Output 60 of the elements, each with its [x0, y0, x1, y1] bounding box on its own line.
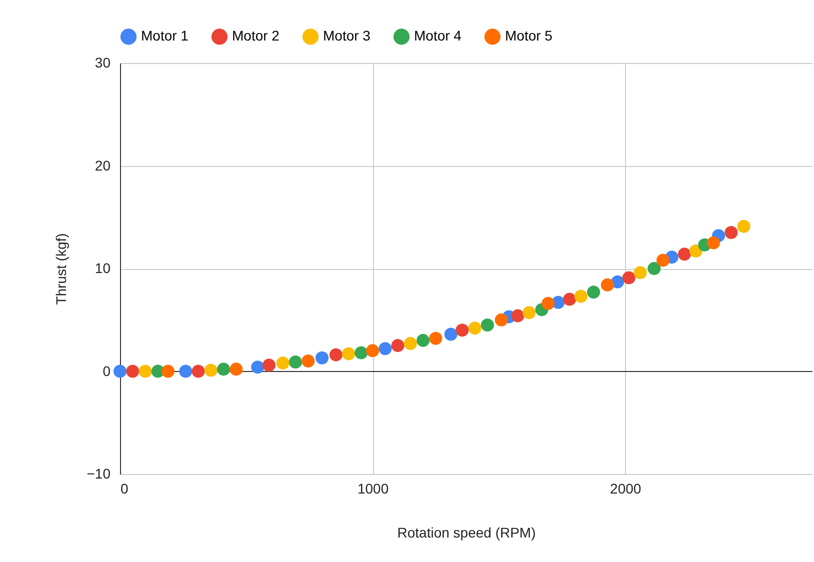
point [678, 248, 691, 261]
point [251, 360, 264, 374]
legend-label: Motor 5 [505, 28, 553, 44]
y-tick-label: −10 [86, 466, 111, 482]
point [648, 262, 661, 276]
point [289, 355, 302, 369]
point [378, 342, 392, 356]
point [416, 334, 430, 347]
point [468, 322, 482, 335]
x-tick-label: 2000 [610, 480, 642, 496]
y-tick-label: 0 [102, 362, 111, 379]
x-tick-label: 1000 [357, 480, 389, 496]
point [494, 313, 508, 326]
x-axis-title: Rotation speed (RPM) [397, 524, 536, 540]
point [192, 364, 205, 378]
point [522, 306, 536, 320]
point [563, 292, 576, 306]
y-tick-label: 10 [94, 260, 111, 276]
legend-label: Motor 4 [414, 28, 462, 44]
point [366, 344, 380, 358]
point [302, 354, 315, 368]
point [113, 364, 127, 378]
point [737, 220, 750, 233]
point [230, 362, 243, 376]
point [480, 318, 494, 332]
point [329, 348, 342, 362]
point [689, 244, 702, 258]
point [179, 364, 192, 378]
y-tick-label: 30 [94, 54, 111, 70]
point [724, 226, 738, 240]
point [574, 290, 588, 303]
point [600, 278, 614, 292]
point [276, 356, 290, 370]
point [316, 351, 329, 364]
point [444, 328, 458, 341]
point [342, 347, 356, 360]
point [622, 271, 636, 284]
point [126, 364, 140, 378]
point [354, 346, 368, 360]
point [706, 236, 720, 250]
y-axis-title: Thrust (kgf) [52, 233, 69, 305]
point [587, 286, 600, 299]
point [511, 309, 524, 322]
legend-label: Motor 1 [141, 28, 189, 44]
point [656, 254, 670, 267]
point [456, 324, 469, 337]
y-tick-label: 20 [94, 157, 111, 174]
legend-label: Motor 2 [232, 28, 280, 44]
legend-label: Motor 3 [323, 28, 371, 44]
point [404, 337, 417, 350]
point [217, 362, 230, 376]
point [138, 364, 152, 378]
x-tick-label: 0 [120, 480, 128, 496]
point [161, 364, 175, 378]
point [429, 332, 442, 345]
point [542, 296, 555, 310]
point [391, 339, 404, 352]
point [634, 266, 647, 280]
point [204, 364, 218, 377]
point [262, 358, 276, 372]
